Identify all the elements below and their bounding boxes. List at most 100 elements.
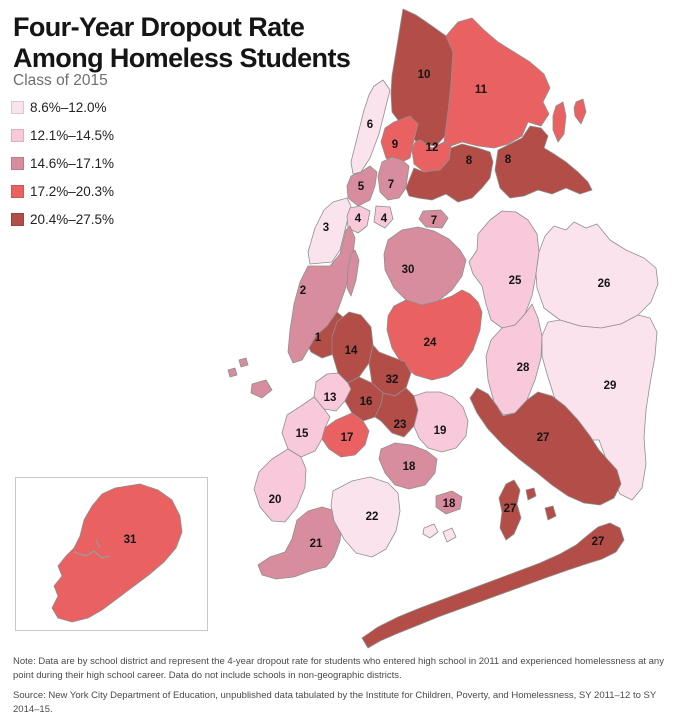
staten-island-inset-box xyxy=(15,477,208,631)
district-24-shape xyxy=(386,289,483,381)
district-5-shape xyxy=(346,165,378,207)
legend-item: 20.4%–27.5% xyxy=(11,212,115,227)
district-7b-label: 7 xyxy=(431,215,437,227)
district-7-label: 7 xyxy=(388,179,394,191)
district-30-shape xyxy=(383,226,467,306)
district-29-label: 29 xyxy=(604,380,617,392)
district-25-label: 25 xyxy=(509,275,522,287)
district-18b-label: 18 xyxy=(443,498,456,510)
district-4-randalls-island-shape xyxy=(373,205,394,229)
title-line-1: Four-Year Dropout Rate xyxy=(13,12,305,42)
governors-island-shape xyxy=(250,379,273,399)
district-17-label: 17 xyxy=(341,432,354,444)
district-21-label: 21 xyxy=(310,538,323,550)
footer-notes: Note: Data are by school district and re… xyxy=(13,655,671,723)
district-12-label: 12 xyxy=(426,142,439,154)
district-26-shape xyxy=(535,221,659,329)
roosevelt-island-shape xyxy=(346,249,360,297)
hart-island-shape xyxy=(573,98,587,125)
legend-label-3: 14.6%–17.1% xyxy=(30,156,115,171)
legend-swatch-3 xyxy=(11,157,24,170)
district-27-rockaway-shape xyxy=(361,522,625,649)
district-1-label: 1 xyxy=(315,332,322,344)
legend-item: 8.6%–12.0% xyxy=(11,100,114,115)
legend-label-1: 8.6%–12.0% xyxy=(30,100,107,115)
district-8b-label: 8 xyxy=(505,154,512,166)
title-line-2: Among Homeless Students xyxy=(13,43,351,73)
district-8-west-shape xyxy=(405,143,494,203)
district-19-label: 19 xyxy=(434,425,447,437)
district-23-label: 23 xyxy=(394,419,407,431)
district-11-label: 11 xyxy=(475,84,488,96)
district-14-label: 14 xyxy=(345,345,358,357)
district-22-label: 22 xyxy=(366,511,379,523)
district-8-east-shape xyxy=(494,125,593,199)
district-21-shape xyxy=(257,506,343,580)
district-6-label: 6 xyxy=(367,119,373,131)
district-8-label: 8 xyxy=(466,155,473,167)
district-31-shape xyxy=(51,483,183,623)
bay-islet-light-2 xyxy=(442,527,457,543)
legend: 8.6%–12.0% 12.1%–14.5% 14.6%–17.1% 17.2%… xyxy=(11,100,115,241)
legend-item: 17.2%–20.3% xyxy=(11,184,115,199)
district-15-label: 15 xyxy=(296,428,309,440)
district-27-label: 27 xyxy=(537,432,550,444)
district-7-shape xyxy=(377,156,410,201)
district-28-shape xyxy=(485,303,543,416)
bay-islet-light-1 xyxy=(422,523,439,539)
legend-swatch-1 xyxy=(11,101,24,114)
ellis-island-shape xyxy=(238,357,249,368)
rikers-island-shape xyxy=(418,209,449,229)
district-28-label: 28 xyxy=(517,362,530,374)
district-3-label: 3 xyxy=(323,222,329,234)
district-11-shape xyxy=(443,17,551,149)
district-17-shape xyxy=(321,412,370,458)
district-30-label: 30 xyxy=(402,264,415,276)
district-27c-label: 27 xyxy=(592,536,605,548)
district-9-label: 9 xyxy=(392,139,398,151)
district-14-shape xyxy=(331,311,374,384)
legend-swatch-4 xyxy=(11,185,24,198)
district-18-label: 18 xyxy=(403,461,416,473)
district-18-island-shape xyxy=(435,490,463,515)
district-26-label: 26 xyxy=(598,278,611,290)
district-23-shape xyxy=(374,387,419,438)
legend-label-2: 12.1%–14.5% xyxy=(30,128,115,143)
district-4b-label: 4 xyxy=(381,213,388,225)
legend-item: 14.6%–17.1% xyxy=(11,156,115,171)
district-27b-label: 27 xyxy=(504,503,517,515)
district-27-broad-channel-shape xyxy=(498,479,522,541)
legend-item: 12.1%–14.5% xyxy=(11,128,115,143)
district-20-label: 20 xyxy=(269,494,282,506)
legend-swatch-2 xyxy=(11,129,24,142)
footer-source: Source: New York City Department of Educ… xyxy=(13,690,657,715)
legend-label-4: 17.2%–20.3% xyxy=(30,184,115,199)
district-4-shape xyxy=(346,205,371,234)
subtitle: Class of 2015 xyxy=(13,72,108,89)
district-3-shape xyxy=(307,197,352,265)
district-22-shape xyxy=(330,476,401,558)
footer-note: Note: Data are by school district and re… xyxy=(13,656,664,681)
legend-label-5: 20.4%–27.5% xyxy=(30,212,115,227)
legend-swatch-5 xyxy=(11,213,24,226)
district-5-label: 5 xyxy=(358,181,365,193)
district-27-shape xyxy=(469,387,622,506)
district-10-label: 10 xyxy=(418,69,431,81)
district-16-label: 16 xyxy=(360,396,373,408)
district-24-label: 24 xyxy=(424,337,437,349)
district-18-shape xyxy=(378,442,438,490)
bay-islet-dark-1 xyxy=(525,487,537,501)
district-32-label: 32 xyxy=(386,374,399,386)
district-20-shape xyxy=(253,448,307,523)
district-9-shape xyxy=(380,115,419,165)
staten-island-creek xyxy=(73,550,111,559)
district-2-label: 2 xyxy=(300,285,306,297)
district-4-label: 4 xyxy=(355,213,362,225)
staten-island-creek-branch xyxy=(95,539,101,549)
bay-islet-dark-2 xyxy=(544,505,557,521)
city-island-shape xyxy=(552,101,567,143)
page-title: Four-Year Dropout Rate Among Homeless St… xyxy=(13,12,351,74)
district-13-label: 13 xyxy=(324,392,337,404)
